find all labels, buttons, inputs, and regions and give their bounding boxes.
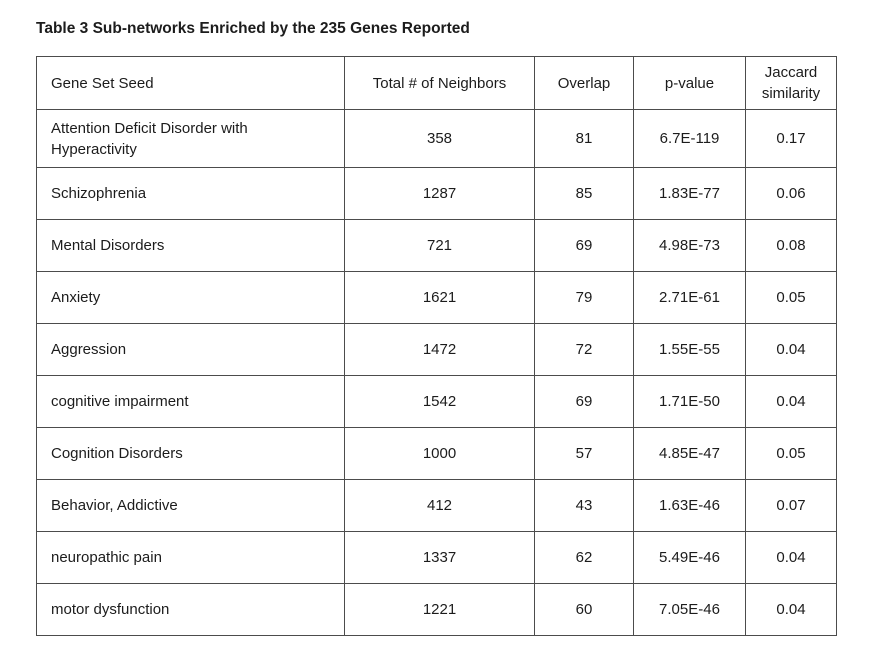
cell-p-value: 1.63E-46 <box>633 479 746 532</box>
cell-total-neighbors: 412 <box>344 479 535 532</box>
cell-total-neighbors: 1542 <box>344 375 535 428</box>
cell-p-value: 1.83E-77 <box>633 167 746 220</box>
table-row: Cognition Disorders 1000 57 4.85E-47 0.0… <box>36 427 837 480</box>
cell-overlap: 72 <box>534 323 634 376</box>
cell-gene-set-seed: motor dysfunction <box>36 583 345 636</box>
cell-total-neighbors: 358 <box>344 109 535 168</box>
table-row: motor dysfunction 1221 60 7.05E-46 0.04 <box>36 583 837 636</box>
table-row: Aggression 1472 72 1.55E-55 0.04 <box>36 323 837 376</box>
column-header-gene-set-seed: Gene Set Seed <box>36 56 345 110</box>
cell-jaccard-similarity: 0.04 <box>745 323 837 376</box>
cell-p-value: 4.98E-73 <box>633 219 746 272</box>
cell-gene-set-seed: Attention Deficit Disorder with Hyperact… <box>36 109 345 168</box>
cell-total-neighbors: 1337 <box>344 531 535 584</box>
enrichment-table: Gene Set Seed Total # of Neighbors Overl… <box>36 56 837 636</box>
page: Table 3 Sub-networks Enriched by the 235… <box>36 20 837 636</box>
cell-gene-set-seed: cognitive impairment <box>36 375 345 428</box>
header-row: Gene Set Seed Total # of Neighbors Overl… <box>36 56 837 110</box>
cell-p-value: 1.55E-55 <box>633 323 746 376</box>
cell-total-neighbors: 1287 <box>344 167 535 220</box>
table-title: Table 3 Sub-networks Enriched by the 235… <box>36 20 470 37</box>
cell-gene-set-seed: Schizophrenia <box>36 167 345 220</box>
table-row: Behavior, Addictive 412 43 1.63E-46 0.07 <box>36 479 837 532</box>
cell-p-value: 5.49E-46 <box>633 531 746 584</box>
cell-gene-set-seed: Behavior, Addictive <box>36 479 345 532</box>
table-row: Anxiety 1621 79 2.71E-61 0.05 <box>36 271 837 324</box>
cell-gene-set-seed: Aggression <box>36 323 345 376</box>
column-header-jaccard-similarity: Jaccard similarity <box>745 56 837 110</box>
cell-overlap: 85 <box>534 167 634 220</box>
cell-total-neighbors: 1000 <box>344 427 535 480</box>
cell-p-value: 7.05E-46 <box>633 583 746 636</box>
table-row: cognitive impairment 1542 69 1.71E-50 0.… <box>36 375 837 428</box>
cell-overlap: 69 <box>534 219 634 272</box>
cell-overlap: 62 <box>534 531 634 584</box>
column-header-p-value: p-value <box>633 56 746 110</box>
cell-total-neighbors: 721 <box>344 219 535 272</box>
cell-gene-set-seed: Cognition Disorders <box>36 427 345 480</box>
cell-overlap: 43 <box>534 479 634 532</box>
cell-overlap: 69 <box>534 375 634 428</box>
cell-total-neighbors: 1221 <box>344 583 535 636</box>
table-row: neuropathic pain 1337 62 5.49E-46 0.04 <box>36 531 837 584</box>
cell-overlap: 57 <box>534 427 634 480</box>
table-row: Mental Disorders 721 69 4.98E-73 0.08 <box>36 219 837 272</box>
cell-jaccard-similarity: 0.05 <box>745 427 837 480</box>
cell-gene-set-seed: neuropathic pain <box>36 531 345 584</box>
cell-jaccard-similarity: 0.05 <box>745 271 837 324</box>
cell-p-value: 2.71E-61 <box>633 271 746 324</box>
cell-overlap: 60 <box>534 583 634 636</box>
table-body: Attention Deficit Disorder with Hyperact… <box>36 109 837 636</box>
table-row: Schizophrenia 1287 85 1.83E-77 0.06 <box>36 167 837 220</box>
cell-p-value: 4.85E-47 <box>633 427 746 480</box>
cell-total-neighbors: 1621 <box>344 271 535 324</box>
cell-gene-set-seed: Anxiety <box>36 271 345 324</box>
cell-overlap: 81 <box>534 109 634 168</box>
cell-p-value: 1.71E-50 <box>633 375 746 428</box>
cell-jaccard-similarity: 0.08 <box>745 219 837 272</box>
cell-jaccard-similarity: 0.04 <box>745 531 837 584</box>
cell-gene-set-seed: Mental Disorders <box>36 219 345 272</box>
column-header-overlap: Overlap <box>534 56 634 110</box>
cell-jaccard-similarity: 0.04 <box>745 375 837 428</box>
cell-jaccard-similarity: 0.04 <box>745 583 837 636</box>
cell-jaccard-similarity: 0.17 <box>745 109 837 168</box>
cell-total-neighbors: 1472 <box>344 323 535 376</box>
table-header: Gene Set Seed Total # of Neighbors Overl… <box>36 56 837 110</box>
cell-jaccard-similarity: 0.06 <box>745 167 837 220</box>
cell-overlap: 79 <box>534 271 634 324</box>
table-row: Attention Deficit Disorder with Hyperact… <box>36 109 837 168</box>
column-header-total-neighbors: Total # of Neighbors <box>344 56 535 110</box>
cell-jaccard-similarity: 0.07 <box>745 479 837 532</box>
cell-p-value: 6.7E-119 <box>633 109 746 168</box>
